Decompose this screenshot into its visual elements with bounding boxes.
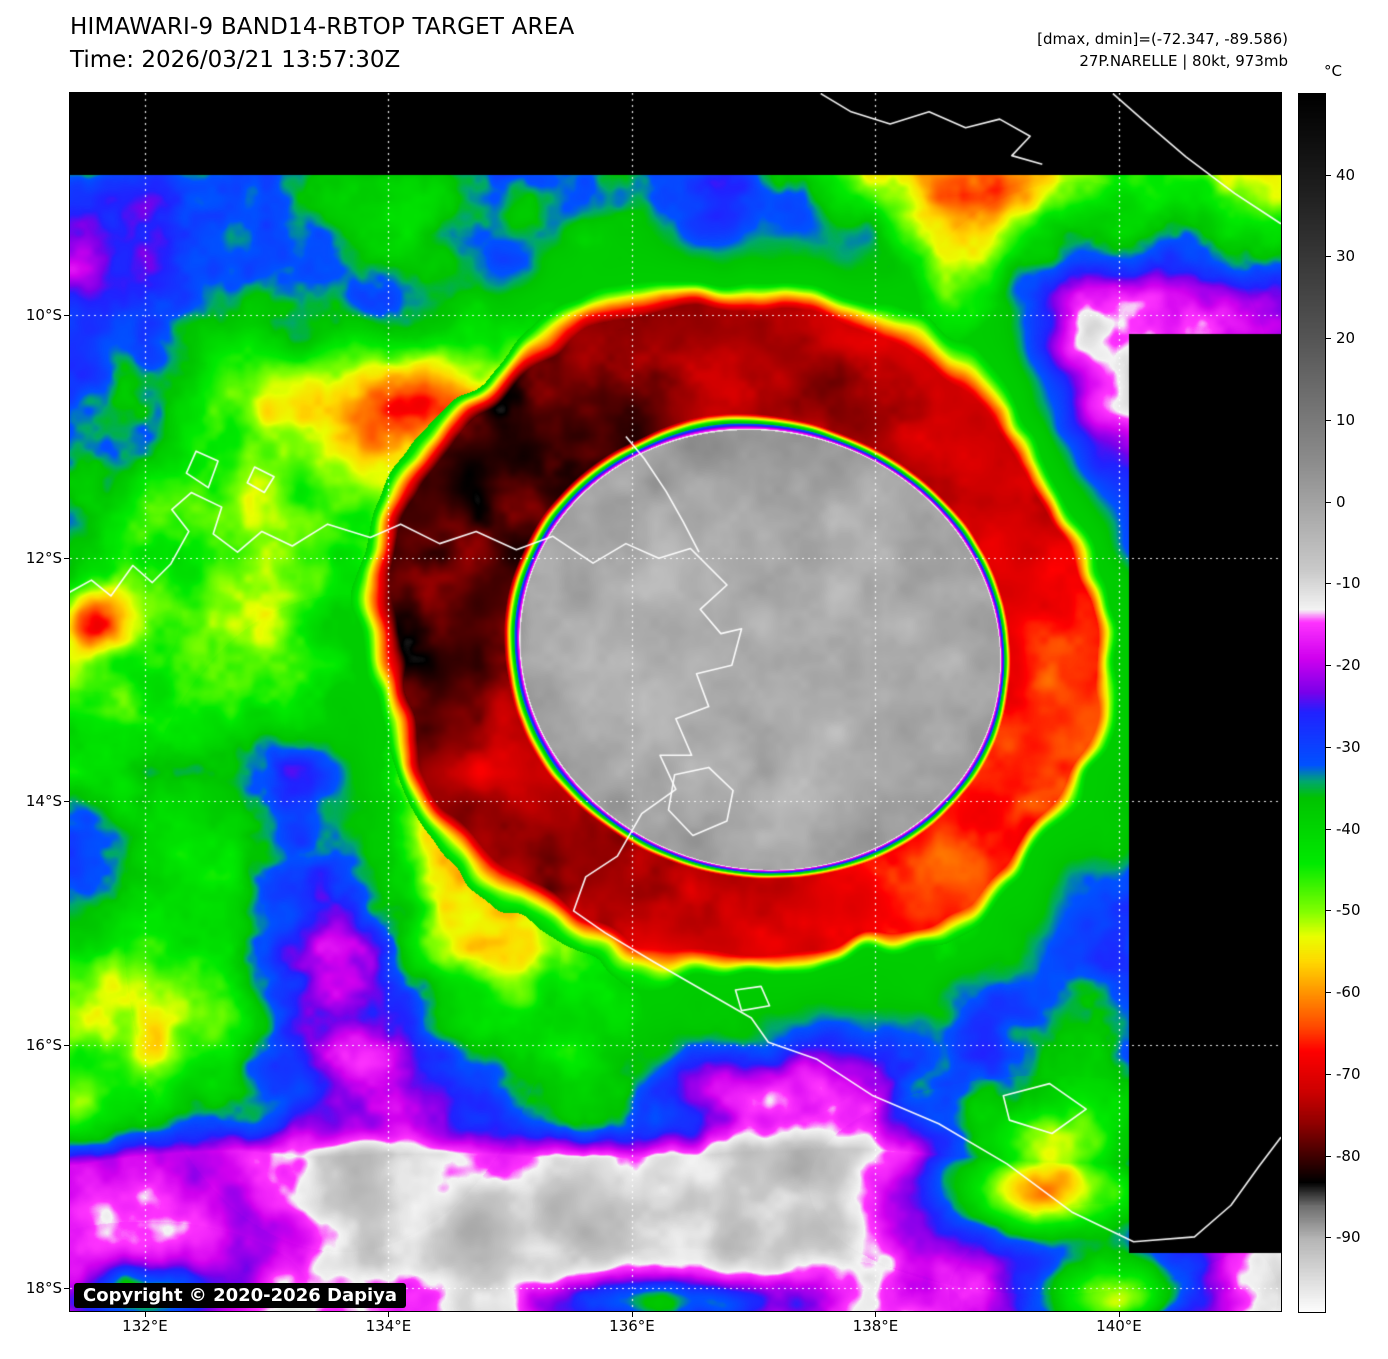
- x-tick-label: 136°E: [609, 1317, 655, 1335]
- colorbar-tick-mark: [1326, 419, 1331, 421]
- colorbar-tick-mark: [1326, 174, 1331, 176]
- satellite-imagery-canvas: [70, 93, 1281, 1311]
- colorbar-tick-mark: [1326, 583, 1331, 585]
- colorbar-tick-mark: [1326, 910, 1331, 912]
- x-tick-label: 138°E: [852, 1317, 899, 1335]
- colorbar-gradient-canvas: [1299, 94, 1325, 1312]
- y-tick-mark: [64, 1044, 70, 1046]
- colorbar-tick-label: -80: [1336, 1146, 1361, 1165]
- y-tick-mark: [64, 1287, 70, 1289]
- y-tick-label: 18°S: [25, 1278, 62, 1297]
- x-tick-mark: [631, 1311, 633, 1317]
- x-tick-label: 134°E: [365, 1317, 412, 1335]
- x-tick-mark: [1118, 1311, 1120, 1317]
- colorbar-tick-mark: [1326, 256, 1331, 258]
- colorbar-tick-mark: [1326, 828, 1331, 830]
- x-tick-mark: [388, 1311, 390, 1317]
- colorbar-tick-mark: [1326, 1237, 1331, 1239]
- colorbar-tick-label: -70: [1336, 1064, 1361, 1083]
- colorbar-tick-mark: [1326, 992, 1331, 994]
- colorbar: [1298, 93, 1326, 1313]
- y-tick-label: 10°S: [25, 305, 62, 324]
- colorbar-tick-mark: [1326, 338, 1331, 340]
- colorbar-tick-label: -20: [1336, 656, 1361, 675]
- x-tick-label: 132°E: [122, 1317, 168, 1335]
- colorbar-tick-label: -50: [1336, 901, 1361, 920]
- product-title: HIMAWARI-9 BAND14-RBTOP TARGET AREA: [70, 14, 575, 40]
- x-tick-mark: [875, 1311, 877, 1317]
- y-tick-mark: [64, 314, 70, 316]
- colorbar-tick-mark: [1326, 746, 1331, 748]
- dmax-dmin-readout: [dmax, dmin]=(-72.347, -89.586): [1037, 30, 1288, 48]
- colorbar-tick-label: 40: [1336, 165, 1356, 184]
- y-tick-label: 14°S: [25, 792, 62, 811]
- map-plot-area: Copyright © 2020-2026 Dapiya: [69, 92, 1282, 1312]
- storm-info: 27P.NARELLE | 80kt, 973mb: [1079, 52, 1288, 70]
- timestamp: Time: 2026/03/21 13:57:30Z: [70, 47, 401, 73]
- colorbar-tick-label: -30: [1336, 737, 1361, 756]
- colorbar-tick-mark: [1326, 1073, 1331, 1075]
- colorbar-tick-label: 30: [1336, 247, 1356, 266]
- colorbar-tick-mark: [1326, 665, 1331, 667]
- colorbar-tick-label: 0: [1336, 492, 1346, 511]
- colorbar-tick-mark: [1326, 501, 1331, 503]
- x-tick-label: 140°E: [1096, 1317, 1142, 1335]
- colorbar-unit-label: °C: [1324, 62, 1342, 80]
- y-tick-mark: [64, 801, 70, 803]
- colorbar-tick-label: -60: [1336, 983, 1361, 1002]
- colorbar-tick-label: 10: [1336, 410, 1356, 429]
- y-tick-label: 12°S: [25, 549, 62, 568]
- colorbar-tick-label: -10: [1336, 574, 1361, 593]
- colorbar-tick-label: 20: [1336, 329, 1356, 348]
- y-tick-label: 16°S: [25, 1035, 62, 1054]
- colorbar-tick-label: -40: [1336, 819, 1361, 838]
- colorbar-tick-mark: [1326, 1155, 1331, 1157]
- x-tick-mark: [144, 1311, 146, 1317]
- copyright-badge: Copyright © 2020-2026 Dapiya: [74, 1283, 407, 1308]
- y-tick-mark: [64, 558, 70, 560]
- colorbar-tick-label: -90: [1336, 1228, 1361, 1247]
